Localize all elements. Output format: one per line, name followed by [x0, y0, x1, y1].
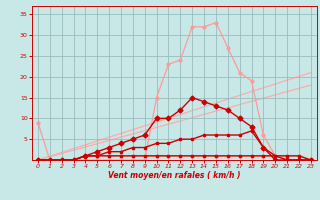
X-axis label: Vent moyen/en rafales ( km/h ): Vent moyen/en rafales ( km/h )	[108, 171, 241, 180]
